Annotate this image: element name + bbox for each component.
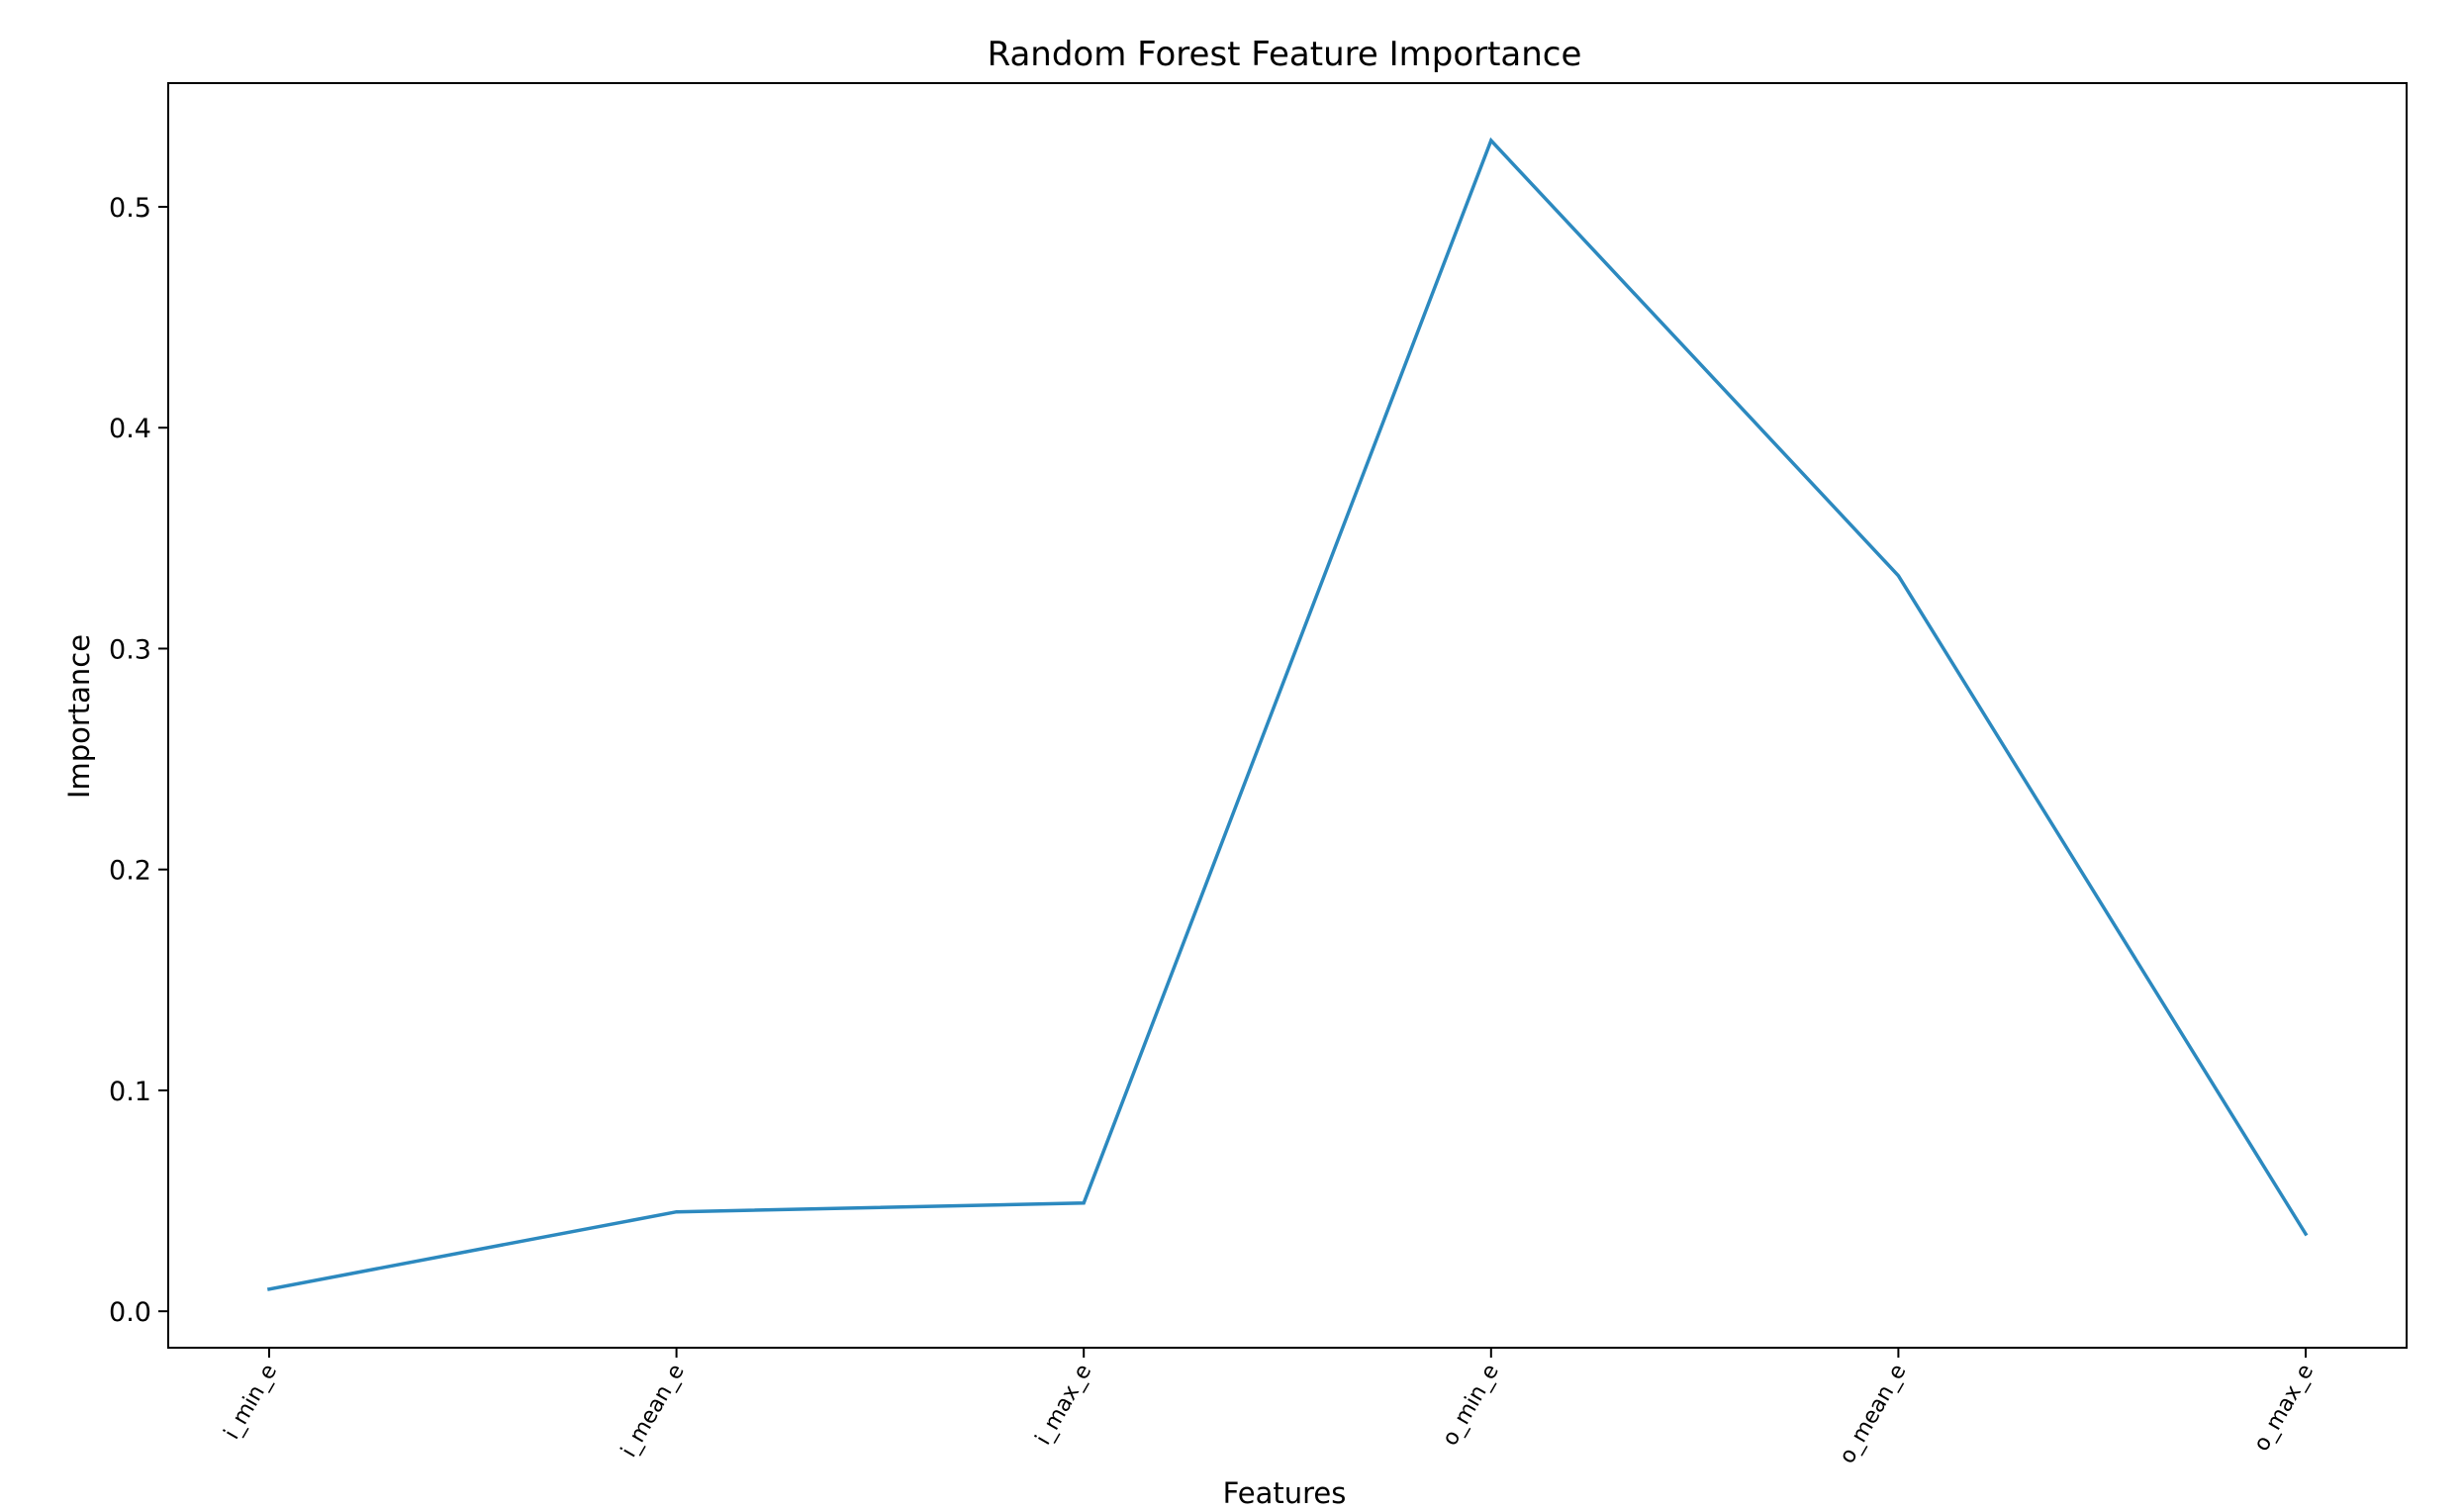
y-axis-label: Importance <box>62 634 96 799</box>
x-axis-label: Features <box>1223 1476 1347 1506</box>
y-tick-label: 0.1 <box>109 1077 151 1107</box>
y-tick-label: 0.2 <box>109 856 151 887</box>
chart-title: Random Forest Feature Importance <box>988 35 1582 74</box>
y-tick-label: 0.5 <box>109 193 151 224</box>
y-tick-label: 0.3 <box>109 634 151 665</box>
y-tick-label: 0.0 <box>109 1297 151 1328</box>
y-tick-label: 0.4 <box>109 414 151 444</box>
